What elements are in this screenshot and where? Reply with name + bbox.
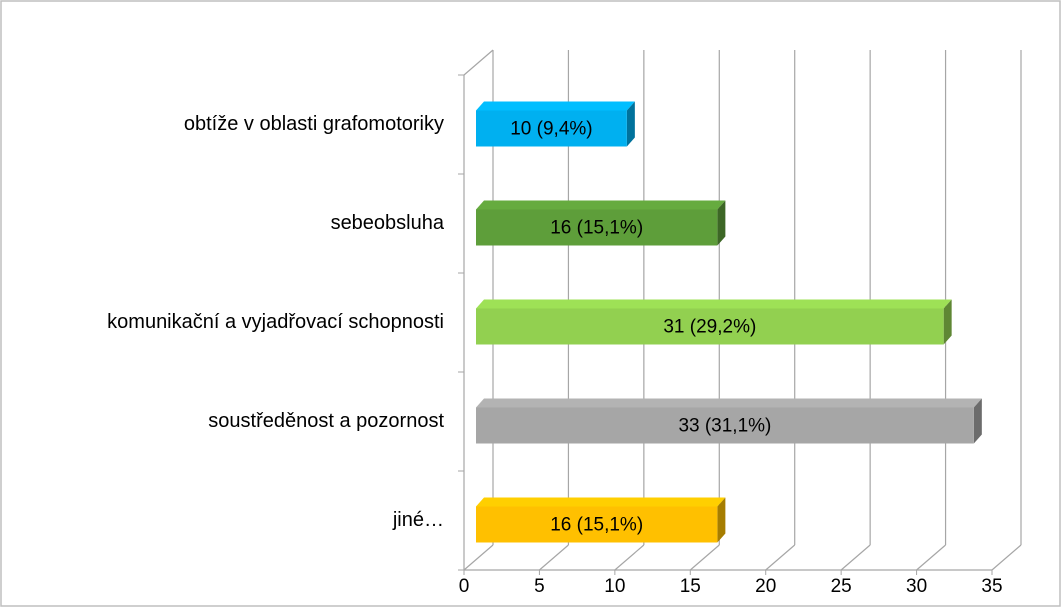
- bar-side: [717, 200, 726, 246]
- bar: [476, 506, 718, 543]
- x-tick-label: 20: [755, 576, 776, 597]
- x-tick-label: 25: [831, 576, 852, 597]
- y-tick-label: obtíže v oblasti grafomotoriky: [184, 113, 444, 135]
- wall-edge: [463, 49, 494, 76]
- grid-line: [916, 544, 946, 571]
- data-label: 16 (15,1%): [550, 515, 643, 536]
- data-label: 33 (31,1%): [678, 416, 771, 437]
- grid-line: [991, 544, 1022, 571]
- bar-top: [476, 398, 982, 408]
- data-label: 10 (9,4%): [510, 119, 592, 140]
- y-tick-label: jiné…: [392, 509, 444, 531]
- bar-side: [973, 398, 982, 444]
- x-tick-label: 35: [981, 576, 1002, 597]
- bar: [476, 209, 718, 246]
- bar-side: [943, 299, 952, 345]
- x-tick-label: 10: [604, 576, 625, 597]
- grid-line: [463, 544, 494, 571]
- y-tick-label: soustředěnost a pozornost: [208, 410, 444, 432]
- bar: [476, 308, 944, 345]
- bar-top: [476, 101, 635, 111]
- x-tick-label: 5: [534, 576, 545, 597]
- x-tick-label: 0: [459, 576, 470, 597]
- grid-line: [765, 544, 796, 571]
- bar: [476, 110, 627, 147]
- y-tick-label: komunikační a vyjadřovací schopnosti: [107, 311, 444, 333]
- y-tick-label: sebeobsluha: [331, 212, 445, 234]
- data-label: 31 (29,2%): [663, 317, 756, 338]
- bar-top: [476, 497, 726, 507]
- x-tick-label: 30: [906, 576, 927, 597]
- bar: [476, 407, 974, 444]
- data-label: 16 (15,1%): [550, 218, 643, 239]
- bar-side: [626, 101, 635, 147]
- grid-line: [689, 544, 720, 571]
- bar-side: [717, 497, 726, 543]
- x-tick-label: 15: [680, 576, 701, 597]
- bar-top: [476, 299, 952, 309]
- grid-line: [539, 544, 569, 571]
- bar-top: [476, 200, 726, 210]
- grid-line: [840, 544, 871, 571]
- grid-line: [614, 544, 645, 571]
